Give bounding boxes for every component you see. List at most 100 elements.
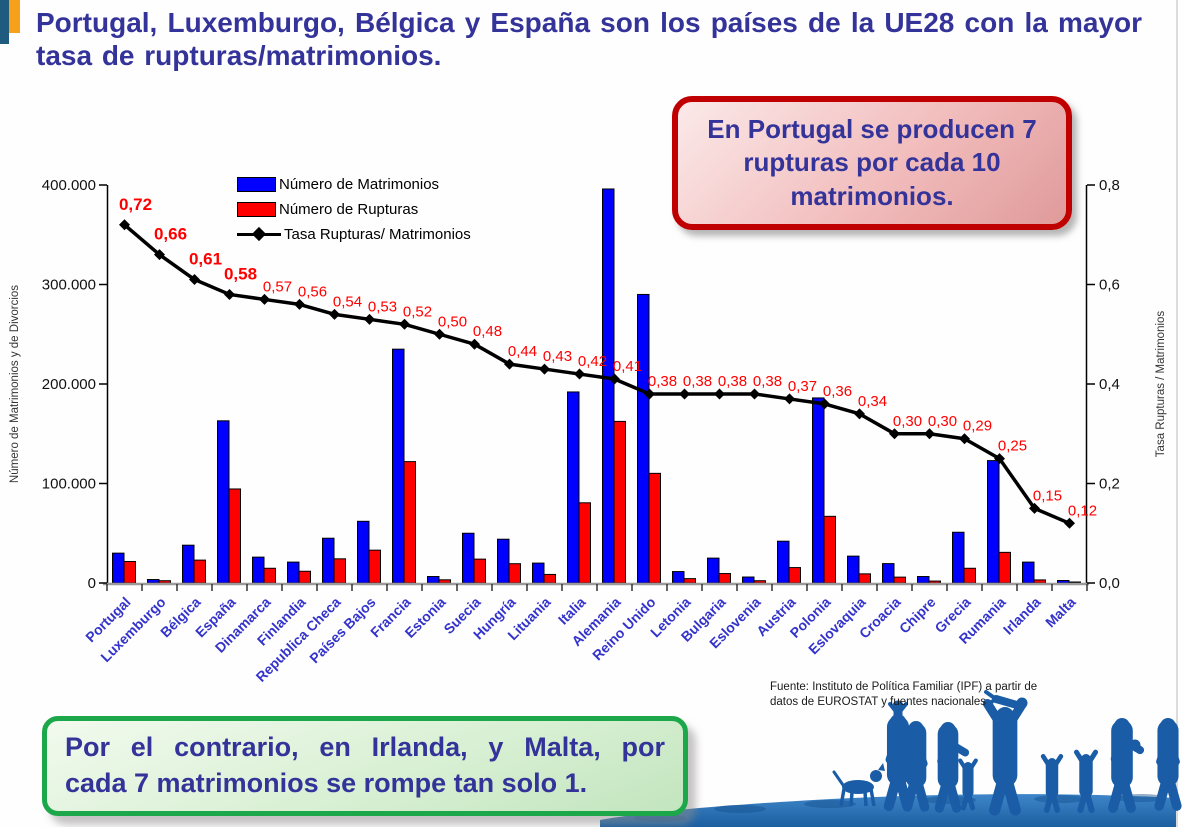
rate-label: 0,38 — [683, 373, 712, 390]
legend-label: Número de Rupturas — [279, 201, 419, 218]
ruptures-bar — [823, 515, 836, 584]
rate-marker — [399, 318, 410, 330]
ruptures-bar — [648, 472, 661, 584]
page-edge-line — [1176, 0, 1178, 827]
x-axis-label: Chipre — [896, 594, 939, 637]
rate-label: 0,29 — [963, 418, 992, 435]
ruptures-bar — [998, 551, 1011, 584]
marriages-bar — [147, 579, 160, 584]
irlanda-malta-callout: Por el contrario, en Irlanda, y Malta, p… — [42, 716, 688, 816]
right-axis-tick-label: 0,2 — [1099, 476, 1120, 493]
rate-label: 0,38 — [718, 373, 747, 390]
rate-marker — [819, 398, 830, 410]
rate-marker — [539, 363, 550, 375]
marriages-bar — [392, 348, 405, 584]
ruptures-bar — [508, 563, 521, 584]
irlanda-malta-line2: cada 7 matrimonios se rompe tan solo 1. — [65, 768, 588, 799]
rate-label: 0,43 — [543, 348, 572, 365]
legend-label: Tasa Rupturas/ Matrimonios — [284, 226, 471, 243]
rate-label: 0,58 — [224, 264, 257, 283]
marriages-bar — [427, 576, 440, 584]
ruptures-bar — [893, 576, 906, 584]
rate-label: 0,54 — [333, 293, 362, 310]
rate-marker — [189, 274, 200, 286]
ruptures-bar — [1033, 579, 1046, 584]
left-axis-tick-label: 100.000 — [42, 476, 96, 493]
ruptures-bar — [333, 558, 346, 584]
chart-legend: Número de Matrimonios Número de Rupturas… — [237, 172, 471, 247]
source-line1: Fuente: Instituto de Política Familiar (… — [770, 681, 1038, 693]
right-axis-tick-label: 0,4 — [1099, 376, 1120, 393]
rate-marker — [364, 313, 375, 325]
ruptures-bar — [543, 573, 556, 584]
portugal-callout: En Portugal se producen 7 rupturas por c… — [672, 96, 1072, 230]
right-axis-tick-label: 0,0 — [1099, 575, 1120, 592]
family-silhouettes-graphic — [600, 690, 1182, 827]
left-axis-tick-label: 400.000 — [42, 177, 96, 194]
rate-marker — [994, 453, 1005, 465]
left-axis-tick-label: 200.000 — [42, 376, 96, 393]
rate-marker — [224, 288, 235, 300]
marriages-bar — [287, 561, 300, 584]
rate-label: 0,12 — [1068, 502, 1097, 519]
rate-marker — [749, 388, 760, 400]
rate-marker — [1064, 517, 1075, 529]
rupturas-swatch — [237, 202, 276, 217]
rate-label: 0,56 — [298, 283, 327, 300]
rate-marker — [644, 388, 655, 400]
marriages-bar — [847, 555, 860, 584]
rate-marker — [889, 428, 900, 440]
irlanda-malta-line1: Por el contrario, en Irlanda, y Malta, p… — [65, 732, 665, 762]
marriages-bar — [497, 538, 510, 584]
left-axis-title: Número de Matrimonios y de Divorcios — [9, 285, 21, 483]
rate-label: 0,61 — [189, 250, 222, 269]
marriages-bar — [252, 556, 265, 584]
rate-label: 0,66 — [154, 225, 187, 244]
rate-label: 0,38 — [753, 373, 782, 390]
rate-marker — [679, 388, 690, 400]
ruptures-bar — [683, 578, 696, 584]
ruptures-bar — [578, 502, 591, 584]
ruptures-bar — [473, 558, 486, 584]
rate-marker — [959, 433, 970, 445]
left-axis-tick-label: 0 — [88, 575, 96, 592]
x-axis-label: Irlanda — [1000, 594, 1044, 638]
legend-label: Número de Matrimonios — [279, 176, 440, 193]
rate-label: 0,34 — [858, 393, 887, 410]
source-note: Fuente: Instituto de Política Familiar (… — [770, 680, 1037, 710]
tasa-line-swatch — [237, 226, 281, 242]
ruptures-bar — [858, 573, 871, 584]
rate-marker — [854, 408, 865, 420]
page-title: Portugal, Luxemburgo, Bélgica y España s… — [36, 7, 1142, 72]
marriages-bar — [742, 576, 755, 584]
rate-label: 0,42 — [578, 353, 607, 370]
rate-marker — [154, 249, 165, 261]
rate-marker — [1029, 502, 1040, 514]
corner-accent-blue — [0, 0, 9, 44]
rate-label: 0,41 — [613, 358, 642, 375]
source-line2: datos de EUROSTAT y fuentes nacionales — [770, 695, 987, 708]
rate-marker — [329, 308, 340, 320]
rate-label: 0,48 — [473, 323, 502, 340]
ruptures-bar — [438, 579, 451, 584]
marriages-bar — [777, 540, 790, 584]
ruptures-bar — [263, 567, 276, 584]
rate-marker — [504, 358, 515, 370]
rate-label: 0,52 — [403, 303, 432, 320]
marriages-bar — [917, 576, 930, 584]
legend-item-tasa: Tasa Rupturas/ Matrimonios — [237, 222, 471, 247]
rate-marker — [574, 368, 585, 380]
legend-item-rupturas: Número de Rupturas — [237, 197, 471, 222]
rate-marker — [259, 293, 270, 305]
rate-label: 0,37 — [788, 378, 817, 395]
x-axis-label: Malta — [1042, 594, 1079, 631]
ruptures-bar — [193, 559, 206, 584]
ruptures-bar — [123, 561, 136, 584]
marriages-bar — [882, 563, 895, 584]
marriages-bar — [672, 571, 685, 584]
rate-label: 0,72 — [119, 195, 152, 214]
ruptures-bar — [298, 570, 311, 584]
rate-label: 0,30 — [928, 413, 957, 430]
